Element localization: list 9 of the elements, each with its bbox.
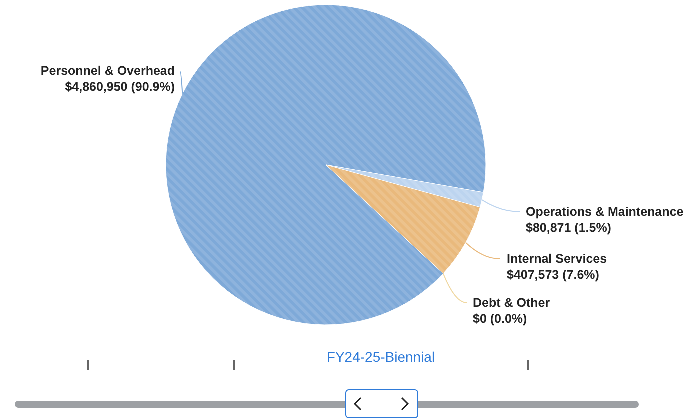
slice-label: Operations & Maintenance [526,205,684,219]
text: $0 (0.0%) [473,312,528,326]
data-label: $80,871 (1.5%) [526,221,612,235]
data-label: $407,573 (7.6%) [507,268,600,282]
slice-label: Personnel & Overhead [40,64,175,78]
text: FY24-25-Biennial [326,349,436,365]
category-label: Debt & Other [473,296,550,310]
data-label: $4,860,950 (90.9%) [65,80,175,94]
slice-label: Internal Services [507,252,608,266]
